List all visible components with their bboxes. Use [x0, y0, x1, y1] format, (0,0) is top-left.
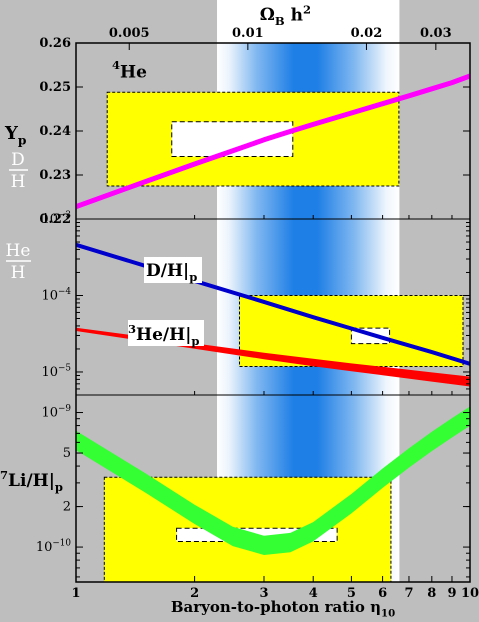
panels — [76, 73, 470, 582]
axes: 1 2 3 4 5 6 7 8 9 10 0.005 0.01 0.02 0.03 0.22 0.23 0.24… — [36, 26, 479, 601]
panel-helium-4 — [76, 73, 470, 210]
x-tick-label: 6 — [378, 586, 387, 601]
x-tick-label: 5 — [347, 586, 356, 601]
x-tick-label: 10 — [461, 586, 479, 601]
panel-helium-4-plot — [76, 73, 470, 210]
x-axis-title: Baryon-to-photon ratio η10 — [171, 598, 395, 620]
top-tick-label: 0.005 — [109, 26, 150, 41]
top-tick-label: 0.02 — [351, 26, 383, 41]
li7-axis-label: 7Li/H|p — [0, 468, 63, 494]
y-tick-label: 5 — [63, 446, 71, 461]
dh-series-label: D/H|p — [146, 261, 197, 284]
x-tick-label: 8 — [427, 586, 436, 601]
panel-lithium-7 — [76, 406, 470, 582]
series-lithium-band — [76, 406, 470, 555]
y-tick-label: 0.22 — [39, 212, 71, 227]
y-tick-label: 10−9 — [41, 404, 71, 420]
y-tick-label: 10−5 — [41, 364, 71, 380]
cmb-band-header — [217, 0, 400, 43]
x-tick-label: 3 — [259, 586, 268, 601]
y-tick-label: 10−10 — [36, 539, 72, 555]
top-tick-label: 0.01 — [232, 26, 264, 41]
yp-label: Yp — [4, 123, 27, 147]
top-axis-title: ΩB h2 — [260, 3, 311, 29]
y-tick-label: 0.25 — [39, 80, 71, 95]
x-tick-label: 9 — [447, 586, 456, 601]
x-tick-label: 2 — [190, 586, 199, 601]
series-line-0 — [76, 73, 470, 210]
d-over-h-numerator: D — [11, 150, 25, 170]
he3-label-bg — [128, 320, 204, 346]
y-tick-label: 10−3 — [41, 211, 71, 227]
he3-series-label: 3He/H|p — [128, 322, 199, 348]
constraint-box-0 — [106, 91, 400, 187]
helium4-annotation: 4He — [112, 58, 147, 83]
top-tick-label: 0.03 — [420, 26, 452, 41]
he-over-h-numerator: He — [6, 241, 31, 261]
panel-lithium-7-plot — [76, 406, 470, 582]
y-tick-label: 2 — [63, 500, 71, 515]
he-over-h-denominator: H — [11, 263, 26, 283]
dh-label-bg — [144, 257, 202, 283]
y-tick-label: 0.23 — [39, 168, 71, 183]
y-tick-label: 10−4 — [41, 287, 71, 303]
x-tick-label: 7 — [404, 586, 413, 601]
d-over-h-denominator: H — [11, 172, 26, 192]
x-tick-label: 4 — [309, 586, 318, 601]
x-tick-label: 1 — [71, 586, 80, 601]
y-tick-label: 0.24 — [39, 124, 71, 139]
y-tick-label: 0.26 — [39, 36, 71, 51]
series-line-0 — [76, 242, 470, 366]
